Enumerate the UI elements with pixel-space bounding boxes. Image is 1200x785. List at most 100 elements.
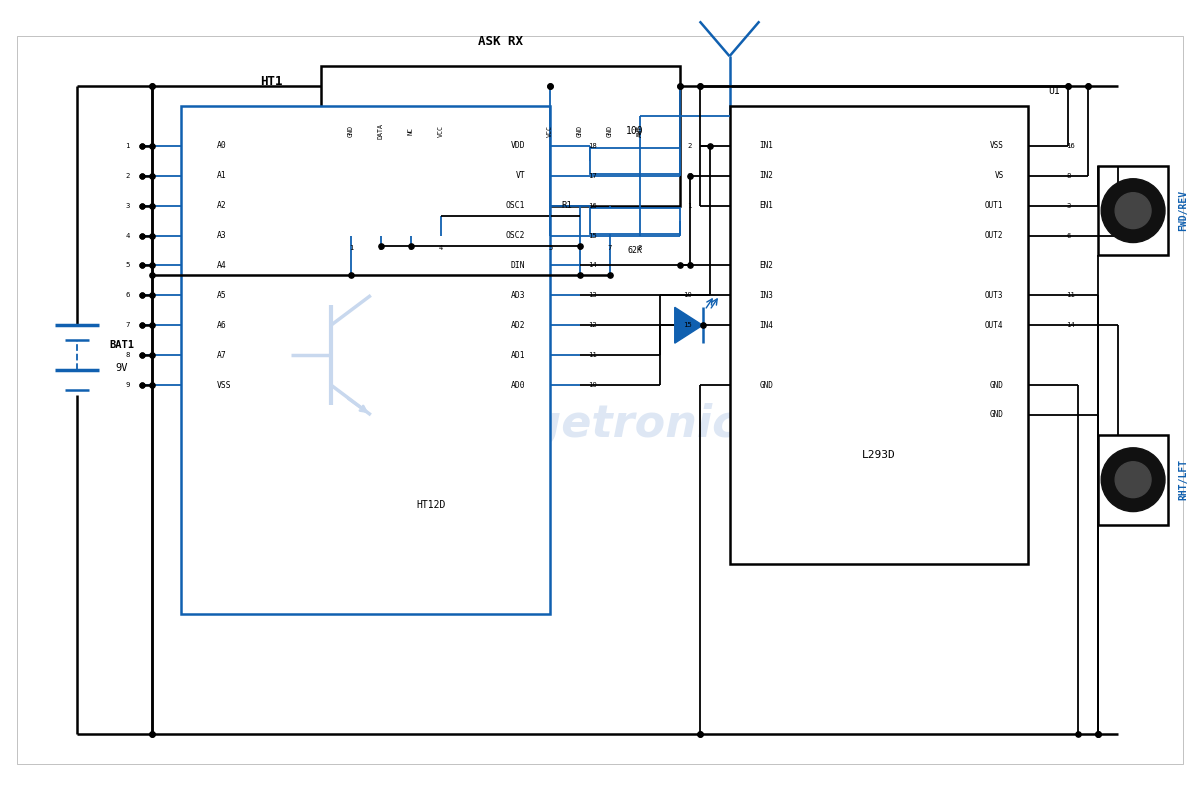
Text: EN2: EN2 — [760, 261, 773, 270]
Text: IN3: IN3 — [760, 291, 773, 300]
Text: 16: 16 — [588, 203, 596, 209]
Text: 14: 14 — [1067, 322, 1075, 328]
Polygon shape — [674, 307, 703, 343]
Text: AD0: AD0 — [511, 381, 526, 389]
Text: RHT/LFT: RHT/LFT — [1178, 459, 1188, 500]
Text: 7: 7 — [125, 322, 130, 328]
Text: HT12D: HT12D — [416, 499, 445, 509]
Text: 1: 1 — [349, 244, 353, 250]
Text: IN2: IN2 — [760, 171, 773, 181]
Text: 8: 8 — [1067, 173, 1070, 179]
Bar — [181, 106, 550, 614]
Text: U1: U1 — [1049, 86, 1060, 96]
Bar — [730, 106, 1028, 564]
Bar — [1098, 435, 1168, 524]
Text: ASK RX: ASK RX — [478, 35, 523, 48]
Text: 3: 3 — [1067, 203, 1070, 209]
Text: 3: 3 — [125, 203, 130, 209]
Text: GND: GND — [348, 125, 354, 137]
Text: VT: VT — [516, 171, 526, 181]
Text: 9V: 9V — [115, 363, 128, 373]
Text: A7: A7 — [216, 351, 226, 360]
Text: DIN: DIN — [511, 261, 526, 270]
Text: 8: 8 — [637, 244, 642, 250]
Text: 8: 8 — [125, 352, 130, 358]
Text: OUT1: OUT1 — [985, 201, 1003, 210]
Text: 15: 15 — [683, 322, 691, 328]
Text: A3: A3 — [216, 231, 226, 240]
Text: BAT1: BAT1 — [109, 340, 134, 350]
Text: 2: 2 — [125, 173, 130, 179]
Circle shape — [1115, 462, 1151, 498]
Text: 11: 11 — [1067, 292, 1075, 298]
Text: L293D: L293D — [862, 450, 896, 460]
Text: 2: 2 — [688, 143, 691, 149]
Text: 5: 5 — [125, 262, 130, 268]
Text: R1: R1 — [562, 201, 572, 210]
Circle shape — [241, 265, 421, 445]
Text: 4: 4 — [125, 232, 130, 239]
Text: A1: A1 — [216, 171, 226, 181]
Text: ANT: ANT — [637, 125, 643, 137]
Text: A6: A6 — [216, 321, 226, 330]
Text: 15: 15 — [588, 232, 596, 239]
Text: GND: GND — [760, 381, 773, 389]
Text: EN1: EN1 — [760, 201, 773, 210]
Text: 1: 1 — [125, 143, 130, 149]
Text: 7: 7 — [688, 173, 691, 179]
Text: 100: 100 — [626, 126, 643, 136]
Text: OUT4: OUT4 — [985, 321, 1003, 330]
Text: 14: 14 — [588, 262, 596, 268]
Text: GND: GND — [990, 411, 1003, 419]
Text: VSS: VSS — [216, 381, 230, 389]
Text: 17: 17 — [588, 173, 596, 179]
Text: 10: 10 — [683, 292, 691, 298]
Text: VS: VS — [995, 171, 1003, 181]
Text: OUT2: OUT2 — [985, 231, 1003, 240]
Text: 62K: 62K — [628, 246, 642, 255]
Text: 18: 18 — [588, 143, 596, 149]
Text: 6: 6 — [1067, 232, 1070, 239]
Text: NC: NC — [408, 127, 414, 135]
Bar — [320, 66, 679, 206]
Bar — [590, 208, 679, 234]
Text: 2: 2 — [379, 244, 383, 250]
Bar — [1098, 166, 1168, 255]
Text: Gadgetronicx: Gadgetronicx — [432, 403, 768, 447]
Text: A5: A5 — [216, 291, 226, 300]
Text: AD1: AD1 — [511, 351, 526, 360]
Text: HT1: HT1 — [260, 75, 282, 88]
Text: AD3: AD3 — [511, 291, 526, 300]
Text: 9: 9 — [125, 382, 130, 388]
Circle shape — [1102, 179, 1165, 243]
Text: DATA: DATA — [378, 123, 384, 139]
Text: VCC: VCC — [547, 125, 553, 137]
Circle shape — [1102, 447, 1165, 512]
Text: A4: A4 — [216, 261, 226, 270]
Text: A2: A2 — [216, 201, 226, 210]
Text: 13: 13 — [588, 292, 596, 298]
Text: VSS: VSS — [990, 141, 1003, 151]
Text: GND: GND — [577, 125, 583, 137]
Bar — [590, 148, 679, 173]
Text: A0: A0 — [216, 141, 226, 151]
Text: 9: 9 — [688, 262, 691, 268]
Text: 7: 7 — [608, 244, 612, 250]
Text: OUT3: OUT3 — [985, 291, 1003, 300]
Text: 1: 1 — [688, 203, 691, 209]
Text: OSC2: OSC2 — [505, 231, 526, 240]
Text: 6: 6 — [125, 292, 130, 298]
Text: 4: 4 — [438, 244, 443, 250]
Text: 5: 5 — [548, 244, 552, 250]
Circle shape — [1115, 192, 1151, 228]
Text: 12: 12 — [588, 322, 596, 328]
Text: VDD: VDD — [511, 141, 526, 151]
Text: VCC: VCC — [438, 125, 444, 137]
Text: GND: GND — [990, 381, 1003, 389]
Text: 11: 11 — [588, 352, 596, 358]
Text: IN1: IN1 — [760, 141, 773, 151]
Text: IN4: IN4 — [760, 321, 773, 330]
Text: 10: 10 — [588, 382, 596, 388]
Text: GND: GND — [607, 125, 613, 137]
Text: 16: 16 — [1067, 143, 1075, 149]
